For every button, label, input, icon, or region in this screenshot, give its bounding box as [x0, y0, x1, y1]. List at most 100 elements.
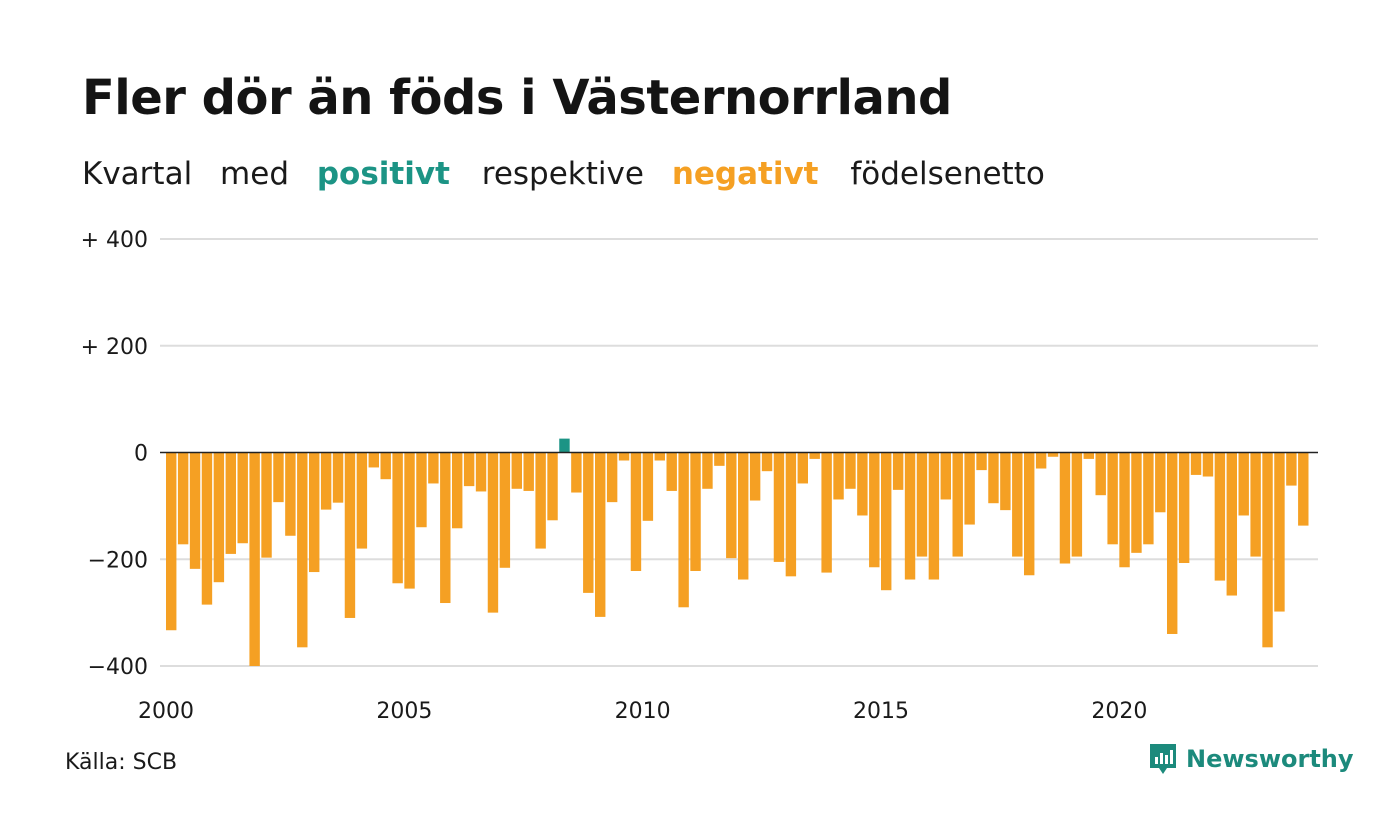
- bar-20: [404, 452, 415, 589]
- bar-44: [690, 452, 701, 571]
- bar-5: [225, 452, 236, 554]
- bar-52: [785, 452, 797, 577]
- bar-53: [797, 452, 808, 484]
- bar-4: [213, 452, 225, 583]
- bar-11: [297, 452, 308, 648]
- x-tick-label: 2020: [1091, 699, 1147, 724]
- bar-61: [892, 452, 904, 490]
- brand-logo: Newsworthy: [1148, 742, 1354, 776]
- bar-86: [1190, 452, 1202, 475]
- bar-6: [237, 452, 248, 544]
- bar-42: [666, 452, 677, 491]
- bar-12: [309, 452, 320, 573]
- bar-87: [1202, 452, 1214, 477]
- bar-50: [761, 452, 773, 472]
- bar-69: [988, 452, 999, 504]
- bar-46: [714, 452, 725, 466]
- bar-60: [881, 452, 892, 591]
- y-tick-label: 0: [134, 442, 148, 467]
- y-tick-label: + 200: [81, 335, 148, 360]
- chart-subtitle: Kvartal med positivt respektive negativt…: [82, 156, 1063, 192]
- bar-41: [654, 452, 665, 461]
- bar-27: [487, 452, 499, 613]
- y-tick-label: + 400: [81, 228, 148, 253]
- bar-49: [749, 452, 761, 501]
- bar-23: [440, 452, 451, 604]
- bar-34: [571, 452, 582, 493]
- bar-81: [1131, 452, 1142, 553]
- bar-39: [630, 452, 642, 571]
- bar-3: [201, 452, 213, 605]
- bar-84: [1167, 452, 1178, 634]
- bar-91: [1250, 452, 1261, 557]
- bar-73: [1035, 452, 1047, 469]
- bar-82: [1143, 452, 1154, 545]
- newsworthy-logo-icon: [1150, 744, 1176, 774]
- bar-2: [189, 452, 201, 569]
- bar-13: [320, 452, 332, 510]
- bar-70: [1000, 452, 1011, 511]
- bar-9: [273, 452, 284, 503]
- subtitle-word-med: med: [220, 156, 289, 192]
- bar-88: [1214, 452, 1226, 581]
- bar-40: [642, 452, 654, 521]
- bar-56: [833, 452, 844, 500]
- bar-78: [1095, 452, 1106, 496]
- subtitle-word-kvartal: Kvartal: [82, 156, 193, 192]
- bar-89: [1226, 452, 1237, 596]
- bar-31: [535, 452, 546, 549]
- bar-36: [595, 452, 606, 617]
- bar-14: [332, 452, 344, 503]
- bar-75: [1059, 452, 1071, 564]
- bar-54: [809, 452, 820, 459]
- bar-72: [1024, 452, 1035, 576]
- bar-64: [928, 452, 940, 580]
- bar-26: [475, 452, 487, 492]
- bar-77: [1083, 452, 1094, 459]
- source-note: Källa: SCB: [65, 750, 178, 775]
- bar-58: [857, 452, 868, 516]
- bar-92: [1262, 452, 1273, 648]
- bar-7: [249, 452, 260, 666]
- chart-title: Fler dör än föds i Västernorrland: [82, 70, 952, 126]
- bar-51: [773, 452, 785, 562]
- bar-71: [1012, 452, 1023, 557]
- bar-62: [904, 452, 916, 580]
- bar-1: [177, 452, 189, 545]
- bar-25: [463, 452, 475, 487]
- y-tick-label: −200: [88, 548, 148, 573]
- subtitle-word-respektive: respektive: [481, 156, 644, 192]
- x-tick-label: 2005: [376, 699, 432, 724]
- x-tick-label: 2010: [615, 699, 671, 724]
- x-tick-label: 2015: [853, 699, 909, 724]
- bar-76: [1071, 452, 1083, 557]
- bar-57: [845, 452, 856, 489]
- bar-93: [1274, 452, 1285, 612]
- bar-8: [261, 452, 272, 558]
- brand-name: Newsworthy: [1186, 745, 1354, 773]
- bar-80: [1119, 452, 1130, 568]
- bar-38: [618, 452, 630, 461]
- subtitle-word-fodelsenetto: födelsenetto: [850, 156, 1045, 192]
- bar-15: [344, 452, 356, 618]
- bar-21: [416, 452, 427, 528]
- bar-30: [523, 452, 534, 491]
- bar-66: [952, 452, 963, 557]
- bar-67: [964, 452, 975, 525]
- x-tick-label: 2000: [138, 699, 194, 724]
- bar-90: [1238, 452, 1249, 516]
- bar-74: [1047, 452, 1059, 457]
- bar-35: [583, 452, 594, 593]
- bar-85: [1178, 452, 1190, 563]
- bar-95: [1298, 452, 1309, 526]
- bar-68: [976, 452, 987, 471]
- bar-29: [511, 452, 522, 489]
- subtitle-positive-label: positivt: [316, 156, 450, 192]
- bar-94: [1286, 452, 1297, 486]
- bar-16: [356, 452, 368, 549]
- bar-79: [1107, 452, 1118, 545]
- bar-48: [738, 452, 749, 580]
- bar-33: [559, 438, 570, 453]
- bar-45: [702, 452, 713, 489]
